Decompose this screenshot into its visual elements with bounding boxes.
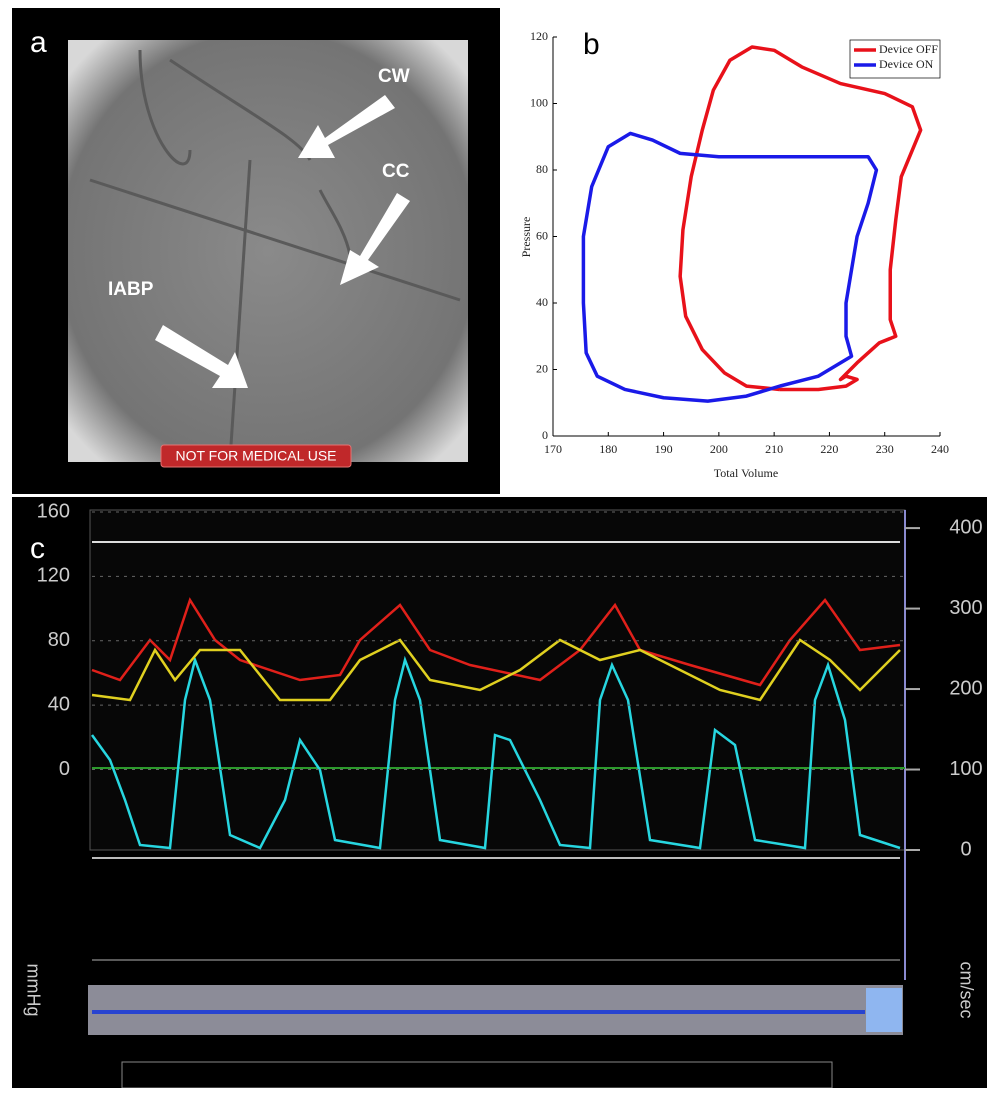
x-tick-label: 170 bbox=[544, 442, 562, 456]
panel-label: a bbox=[30, 26, 47, 59]
chart-b: 170 180 190 200 210 220 230 240 0 20 40 60 80 100 120 D… bbox=[530, 29, 949, 456]
series-line bbox=[581, 131, 879, 403]
x-tick-label: 190 bbox=[655, 442, 673, 456]
legend-label: Device OFF bbox=[879, 42, 938, 56]
banner bbox=[160, 444, 352, 468]
chart-c: 0 40 80 120 160 0 100 200 300 400 bbox=[37, 500, 983, 860]
banner-text: NOT FOR MEDICAL USE bbox=[175, 448, 336, 464]
y-axis-label: Pressure bbox=[519, 217, 533, 258]
y-tick-label: 80 bbox=[48, 629, 70, 651]
legend-label: Device ON bbox=[879, 57, 934, 71]
x-tick-label: 210 bbox=[765, 442, 783, 456]
y-axis-label: mmHg bbox=[23, 964, 43, 1017]
x-tick-label: 230 bbox=[876, 442, 894, 456]
xray-image bbox=[68, 40, 468, 462]
y2-tick-label: 100 bbox=[949, 758, 982, 780]
scrollbar-thumb[interactable] bbox=[866, 988, 902, 1032]
x-tick-label: 220 bbox=[820, 442, 838, 456]
x-axis-label: Total Volume bbox=[714, 466, 778, 480]
x-tick-label: 200 bbox=[710, 442, 728, 456]
y-tick-label: 40 bbox=[536, 295, 548, 309]
y-tick-label: 20 bbox=[536, 361, 548, 375]
y-tick-label: 80 bbox=[536, 162, 548, 176]
x-tick-label: 240 bbox=[931, 442, 949, 456]
x-tick-label: 180 bbox=[599, 442, 617, 456]
arrows bbox=[155, 95, 410, 388]
y2-tick-label: 200 bbox=[949, 677, 982, 699]
legend-box bbox=[849, 39, 941, 79]
y-tick-label: 100 bbox=[530, 95, 548, 109]
panel-label: c bbox=[30, 532, 45, 565]
y2-tick-label: 400 bbox=[949, 516, 982, 538]
annotation: IABP bbox=[108, 279, 154, 300]
y-tick-label: 40 bbox=[48, 693, 70, 715]
y-tick-label: 0 bbox=[542, 428, 548, 442]
monitor-traces bbox=[90, 597, 901, 850]
y-tick-label: 120 bbox=[37, 565, 70, 587]
y-tick-label: 160 bbox=[37, 500, 70, 522]
annotation: CW bbox=[378, 66, 410, 87]
y2-tick-label: 0 bbox=[960, 838, 971, 860]
y-tick-label: 120 bbox=[530, 29, 548, 43]
y-tick-label: 0 bbox=[59, 758, 70, 780]
annotation: CC bbox=[382, 161, 410, 182]
y2-axis-label: cm/sec bbox=[956, 961, 976, 1018]
y-tick-label: 60 bbox=[536, 228, 548, 242]
series-line bbox=[678, 45, 923, 392]
y2-tick-label: 300 bbox=[949, 597, 982, 619]
panel-label: b bbox=[583, 28, 600, 61]
